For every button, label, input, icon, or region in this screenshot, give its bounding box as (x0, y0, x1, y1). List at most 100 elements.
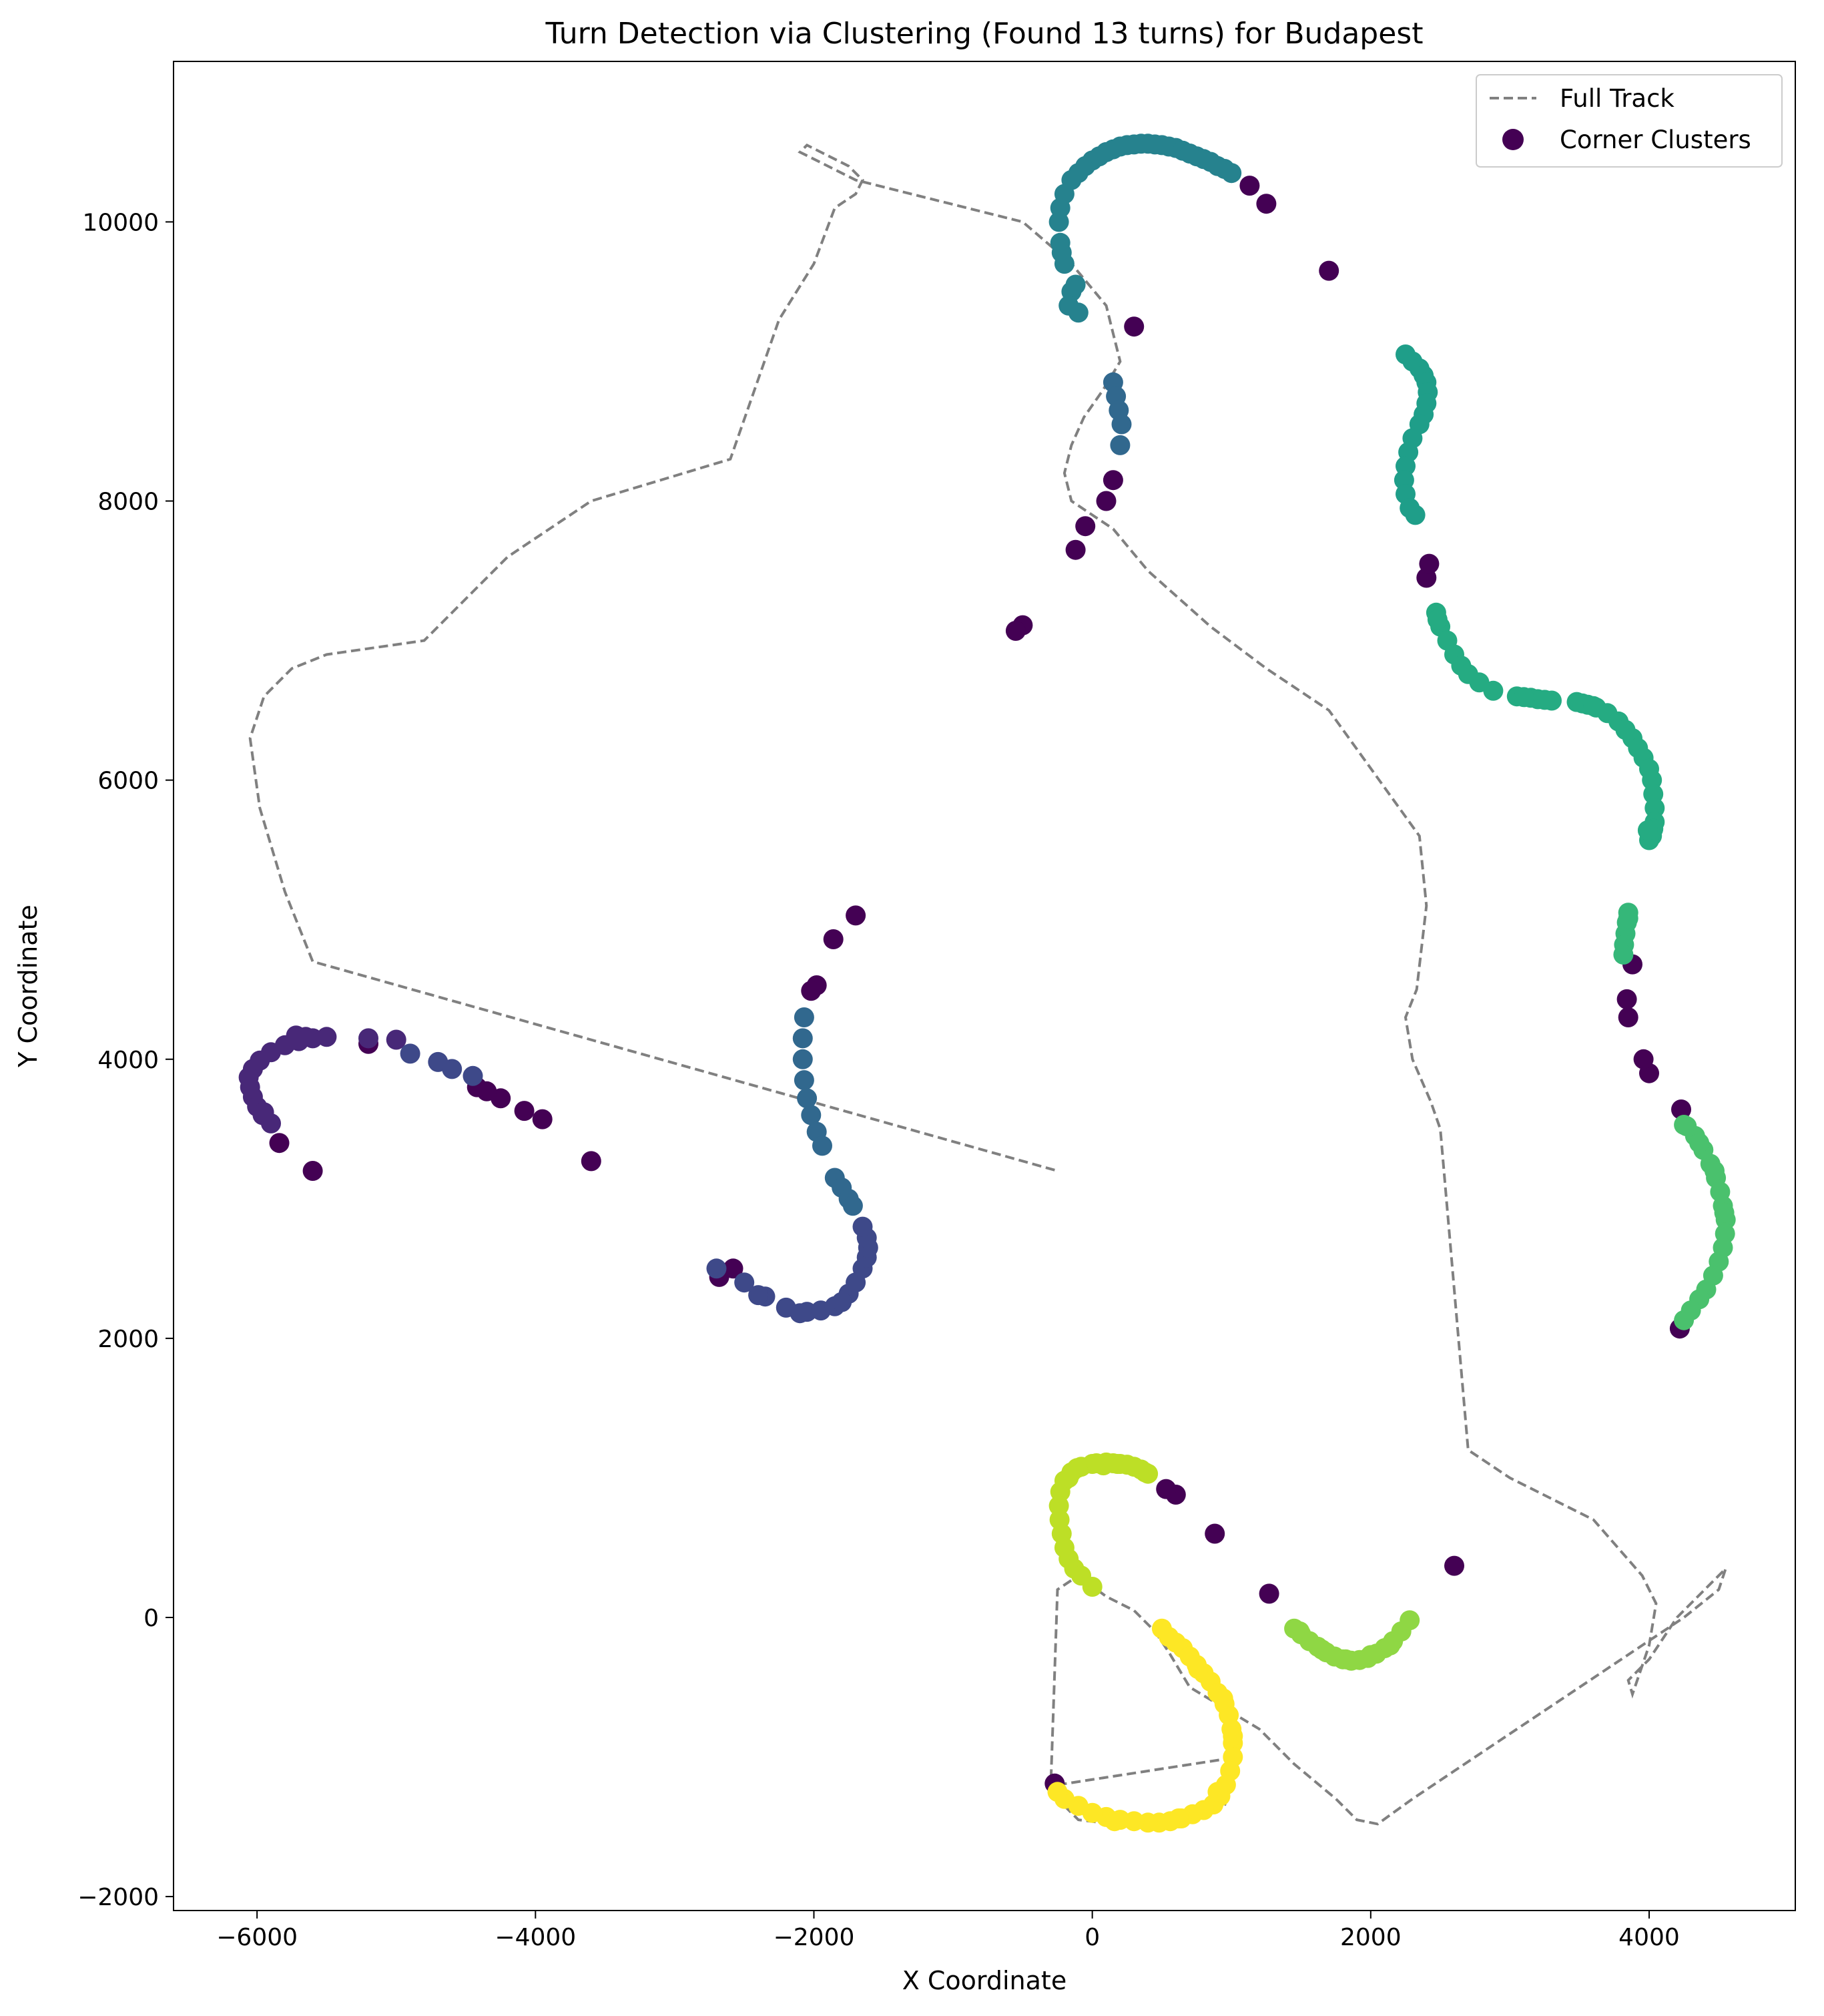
cluster-series (238, 1025, 406, 1133)
cluster-point (1674, 1310, 1695, 1330)
cluster-series (792, 372, 1132, 1216)
x-tick-label: −2000 (774, 1924, 855, 1951)
cluster-point (1205, 1523, 1225, 1544)
cluster-point (1082, 1577, 1103, 1597)
cluster-point (1213, 1688, 1233, 1709)
x-tick-label: 2000 (1340, 1924, 1402, 1951)
cluster-point (1405, 505, 1426, 525)
plot-frame (173, 61, 1796, 1911)
cluster-point (1110, 435, 1131, 455)
chart-title: Turn Detection via Clustering (Found 13 … (545, 17, 1424, 51)
cluster-point (1613, 945, 1634, 965)
cluster-point (1256, 194, 1277, 214)
y-tick-label: 6000 (97, 768, 159, 795)
cluster-point (734, 1272, 755, 1293)
y-tick-label: 0 (143, 1605, 159, 1632)
cluster-point (1051, 242, 1072, 263)
cluster-point (1616, 989, 1637, 1009)
full-track-line (248, 143, 1727, 1826)
cluster-point (1086, 1453, 1107, 1473)
y-tick-label: 10000 (82, 209, 159, 236)
y-tick-label: 8000 (97, 489, 159, 516)
cluster-point (1427, 609, 1448, 630)
cluster-point (1311, 1640, 1332, 1660)
cluster-point (1400, 1610, 1420, 1631)
cluster-point (1124, 316, 1145, 337)
cluster-point (1444, 1555, 1464, 1576)
cluster-series (1394, 344, 1438, 525)
axis-ticks: −6000 −4000 −2000 0 2000 4000 −2000 0 2000 4000 60… (77, 209, 1680, 1951)
cluster-point (1583, 696, 1604, 716)
cluster-point (514, 1101, 535, 1121)
cluster-point (400, 1043, 420, 1064)
cluster-point (1637, 820, 1658, 840)
x-tick-label: −6000 (216, 1924, 298, 1951)
cluster-point (358, 1028, 378, 1049)
cluster-point (1221, 163, 1242, 184)
legend: Full Track Corner Clusters (1476, 74, 1783, 168)
cluster-point (1065, 274, 1086, 295)
cluster-point (1360, 1645, 1381, 1666)
x-axis-label: X Coordinate (902, 1966, 1067, 1995)
legend-clusters-swatch (1502, 129, 1524, 150)
x-tick-label: 4000 (1618, 1924, 1680, 1951)
cluster-point (1671, 1099, 1691, 1119)
cluster-point (801, 1105, 822, 1125)
cluster-point (1096, 491, 1117, 511)
cluster-point (794, 1070, 814, 1091)
cluster-point (269, 1133, 290, 1154)
cluster-series (1674, 1115, 1736, 1330)
cluster-point (1207, 1782, 1228, 1802)
cluster-series (1048, 134, 1242, 323)
cluster-series (269, 176, 1691, 1794)
cluster-point (797, 1088, 818, 1109)
y-tick-label: 2000 (97, 1326, 159, 1353)
cluster-point (1075, 516, 1096, 537)
y-tick-label: −2000 (77, 1884, 159, 1911)
cluster-point (1067, 1458, 1087, 1479)
x-tick-label: −4000 (495, 1924, 576, 1951)
cluster-point (1111, 414, 1132, 435)
cluster-point (1335, 1649, 1356, 1670)
plot-marks (238, 134, 1736, 1833)
cluster-point (1714, 1202, 1735, 1223)
cluster-point (1005, 621, 1026, 641)
cluster-point (1065, 539, 1086, 560)
cluster-series (1613, 903, 1638, 965)
cluster-point (794, 1007, 814, 1027)
cluster-point (1319, 260, 1339, 281)
cluster-point (1514, 687, 1534, 708)
cluster-point (852, 1216, 873, 1237)
cluster-point (1689, 1133, 1710, 1154)
cluster-point (1105, 1811, 1125, 1832)
cluster-series (1047, 1618, 1243, 1833)
x-tick-label: 0 (1085, 1924, 1100, 1951)
cluster-point (1644, 798, 1665, 818)
cluster-point (581, 1151, 601, 1172)
cluster-point (748, 1285, 769, 1306)
cluster-point (1633, 1049, 1654, 1069)
cluster-point (790, 1303, 810, 1324)
cluster-point (1047, 1782, 1068, 1802)
cluster-point (1239, 176, 1260, 196)
cluster-point (1259, 1583, 1279, 1604)
cluster-point (706, 1258, 727, 1279)
cluster-point (254, 1102, 274, 1123)
cluster-point (1058, 295, 1079, 316)
cluster-point (463, 1065, 483, 1086)
cluster-point (1135, 1462, 1155, 1483)
cluster-series (1048, 1452, 1159, 1597)
cluster-point (792, 1028, 813, 1049)
cluster-point (846, 905, 866, 926)
cluster-point (1156, 1479, 1177, 1499)
cluster-point (1618, 1007, 1638, 1027)
cluster-point (1223, 1726, 1243, 1746)
cluster-point (1618, 908, 1638, 929)
cluster-series (1426, 602, 1665, 850)
cluster-point (442, 1059, 463, 1079)
cluster-point (1107, 1454, 1128, 1474)
legend-clusters-label: Corner Clusters (1560, 125, 1751, 154)
cluster-point (1674, 1115, 1695, 1135)
